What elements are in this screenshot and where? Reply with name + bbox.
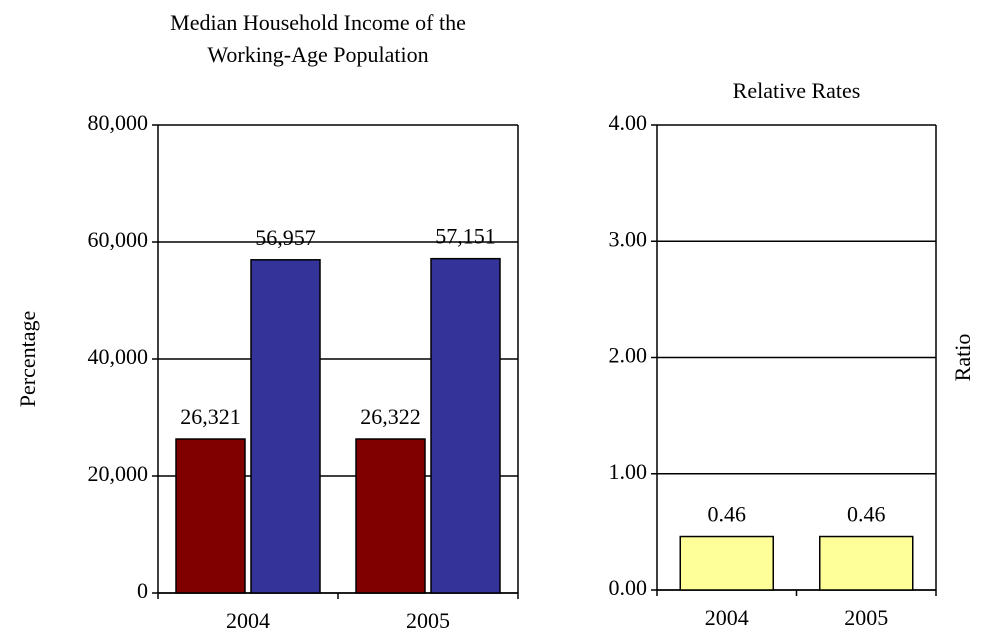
y-tick-label: 20,000 [88, 461, 149, 486]
y-tick-label: 3.00 [609, 226, 648, 251]
x-tick-label: 2004 [226, 608, 270, 633]
y-tick-label: 0 [137, 578, 148, 603]
chart-title: Relative Rates [733, 78, 861, 103]
bar [250, 259, 321, 594]
y-axis-label: Ratio [950, 334, 975, 382]
y-axis-label: Percentage [15, 311, 40, 408]
data-label: 57,151 [435, 224, 496, 249]
data-label: 0.46 [708, 502, 747, 527]
bar [819, 535, 914, 591]
bar [430, 257, 501, 594]
y-tick-label: 1.00 [609, 459, 648, 484]
y-tick-label: 0.00 [609, 575, 648, 600]
y-tick-label: 80,000 [88, 110, 149, 135]
y-tick-label: 40,000 [88, 344, 149, 369]
x-tick-label: 2004 [705, 605, 749, 630]
data-label: 0.46 [847, 502, 886, 527]
x-tick-label: 2005 [406, 608, 450, 633]
y-tick-label: 4.00 [609, 110, 648, 135]
data-label: 56,957 [255, 225, 316, 250]
bar [355, 438, 426, 594]
data-label: 26,322 [360, 404, 421, 429]
bar [679, 535, 774, 591]
x-tick-label: 2005 [844, 605, 888, 630]
chart-title: Median Household Income of the [170, 10, 466, 35]
y-tick-label: 60,000 [88, 227, 149, 252]
data-label: 26,321 [180, 404, 241, 429]
chart-title: Working-Age Population [207, 42, 428, 67]
bar [175, 438, 246, 594]
y-tick-label: 2.00 [609, 343, 648, 368]
